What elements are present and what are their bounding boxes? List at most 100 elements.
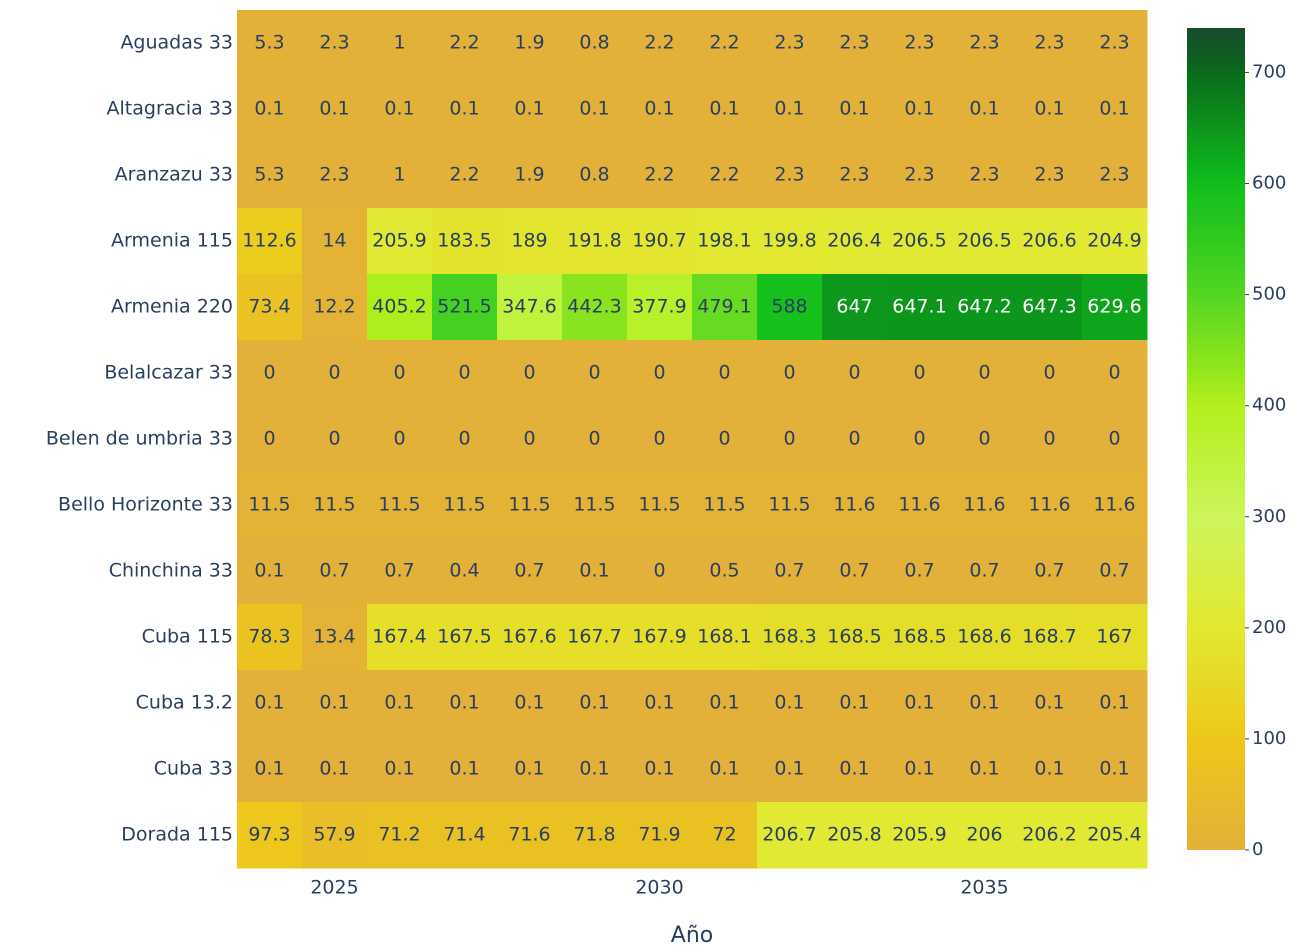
cell-label: 189	[511, 230, 547, 252]
cell-label: 2.3	[1034, 164, 1064, 186]
heatmap-cell	[432, 802, 498, 869]
heatmap-cell	[1017, 340, 1083, 407]
heatmap-cell	[887, 10, 953, 77]
heatmap-cell	[367, 670, 433, 737]
heatmap-cell	[692, 340, 758, 407]
y-tick-label: Armenia 220	[111, 296, 233, 318]
heatmap-cell	[627, 736, 693, 803]
cell-label: 0.1	[449, 692, 479, 714]
colorbar-tick-label: 400	[1252, 395, 1286, 416]
cell-label: 0	[263, 428, 275, 450]
heatmap-cell	[1017, 604, 1083, 671]
heatmap-cell	[692, 538, 758, 605]
y-tick-label: Armenia 115	[111, 230, 233, 252]
cell-label: 11.5	[443, 494, 485, 516]
heatmap-cell	[432, 472, 498, 539]
cell-label: 2.3	[969, 164, 999, 186]
heatmap-cell	[237, 604, 303, 671]
heatmap-cell	[757, 736, 823, 803]
heatmap-cell	[302, 670, 368, 737]
heatmap-cell	[562, 538, 628, 605]
heatmap-cell	[432, 406, 498, 473]
cell-label: 11.6	[1093, 494, 1135, 516]
colorbar-tick-label: 700	[1252, 61, 1286, 82]
heatmap-cell	[627, 76, 693, 143]
heatmap-cell	[562, 10, 628, 77]
cell-label: 629.6	[1087, 296, 1141, 318]
cell-label: 11.5	[703, 494, 745, 516]
cell-label: 198.1	[697, 230, 751, 252]
colorbar-tick-label: 500	[1252, 284, 1286, 305]
colorbar-tick-label: 600	[1252, 173, 1286, 194]
cell-label: 0.1	[839, 758, 869, 780]
heatmap-cell	[757, 10, 823, 77]
heatmap-cell	[1082, 274, 1148, 341]
cell-label: 183.5	[437, 230, 491, 252]
heatmap-cell	[432, 538, 498, 605]
cell-label: 11.5	[768, 494, 810, 516]
cell-label: 0	[523, 362, 535, 384]
heatmap-cell	[692, 736, 758, 803]
cell-label: 0	[588, 362, 600, 384]
cell-label: 0.1	[384, 98, 414, 120]
cell-label: 0	[328, 362, 340, 384]
y-tick-label: Chinchina 33	[109, 560, 233, 582]
heatmap-cell	[1017, 538, 1083, 605]
heatmap-cell	[757, 802, 823, 869]
cell-label: 1	[393, 32, 405, 54]
cell-label: 71.8	[573, 824, 615, 846]
heatmap-cell	[692, 208, 758, 275]
heatmap-cell	[302, 538, 368, 605]
heatmap-cell	[887, 208, 953, 275]
cell-label: 0	[978, 362, 990, 384]
heatmap-cell	[822, 10, 888, 77]
cell-label: 71.9	[638, 824, 680, 846]
heatmap-cell	[497, 76, 563, 143]
cell-label: 0.1	[774, 692, 804, 714]
cell-label: 0.7	[839, 560, 869, 582]
cell-label: 0	[523, 428, 535, 450]
cell-label: 0.1	[709, 758, 739, 780]
cell-label: 0.1	[774, 98, 804, 120]
heatmap-cell	[692, 472, 758, 539]
cell-label: 0.8	[579, 32, 609, 54]
heatmap-cell	[627, 670, 693, 737]
heatmap-cell	[1017, 736, 1083, 803]
heatmap-cell	[1017, 76, 1083, 143]
cell-label: 647.2	[957, 296, 1011, 318]
cell-label: 2.3	[969, 32, 999, 54]
heatmap-cell	[432, 670, 498, 737]
heatmap-cell	[562, 736, 628, 803]
cell-label: 0	[1108, 428, 1120, 450]
heatmap-cell	[692, 10, 758, 77]
cell-label: 0	[653, 560, 665, 582]
cell-label: 11.6	[833, 494, 875, 516]
heatmap-cell	[692, 604, 758, 671]
cell-label: 0.7	[774, 560, 804, 582]
cell-label: 168.1	[697, 626, 751, 648]
heatmap-cell	[822, 736, 888, 803]
heatmap-cell	[627, 208, 693, 275]
heatmap-cell	[302, 274, 368, 341]
cell-label: 0.1	[254, 98, 284, 120]
cell-label: 377.9	[632, 296, 686, 318]
heatmap-cell	[237, 10, 303, 77]
cell-label: 0	[913, 428, 925, 450]
cell-label: 0.7	[904, 560, 934, 582]
cell-label: 167.6	[502, 626, 556, 648]
heatmap-cell	[497, 10, 563, 77]
heatmap-cell	[302, 604, 368, 671]
cell-label: 78.3	[248, 626, 290, 648]
y-tick-label: Belen de umbria 33	[46, 428, 233, 450]
cell-label: 190.7	[632, 230, 686, 252]
heatmap-cell	[952, 670, 1018, 737]
heatmap-cell	[757, 142, 823, 209]
cell-label: 0.1	[904, 692, 934, 714]
cell-label: 0.1	[1099, 692, 1129, 714]
heatmap-cell	[367, 472, 433, 539]
heatmap-cell	[952, 274, 1018, 341]
heatmap-cell	[887, 406, 953, 473]
heatmap-cell	[757, 538, 823, 605]
heatmap-cell	[627, 10, 693, 77]
